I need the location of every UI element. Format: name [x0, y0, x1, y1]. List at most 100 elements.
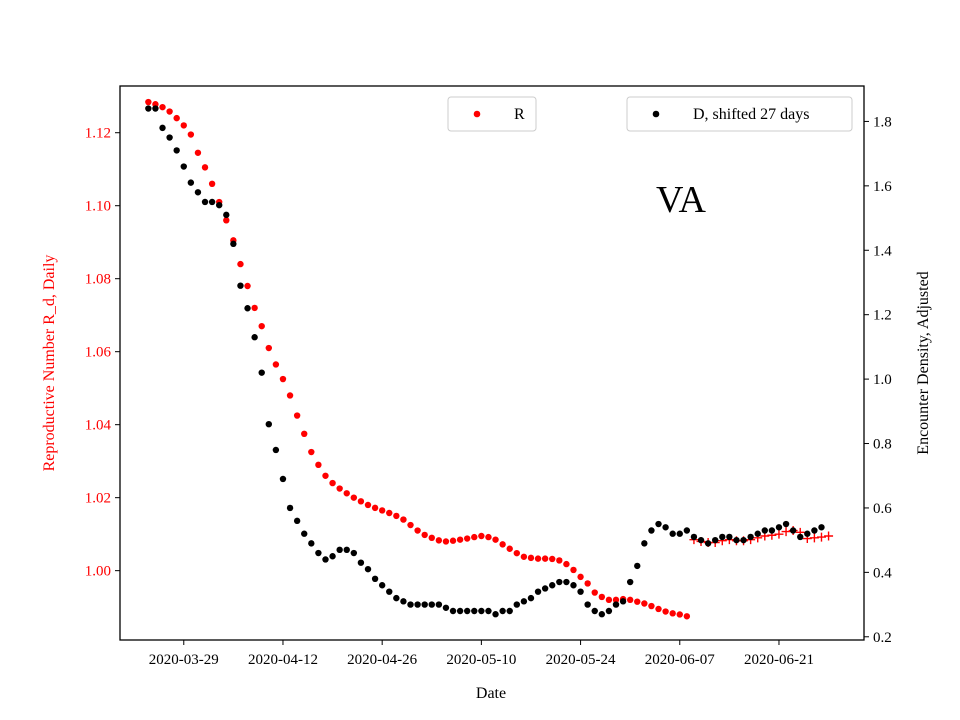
- series-r-point: [279, 375, 287, 383]
- series-d-point: [371, 575, 379, 583]
- series-d-point: [541, 585, 549, 592]
- series-r-point: [265, 344, 272, 352]
- y-right-tick-label: 0.6: [873, 501, 892, 517]
- series-d-point: [549, 582, 556, 589]
- series-r-point: [378, 507, 386, 514]
- series-r-point: [400, 516, 407, 523]
- series-r-points: [145, 98, 691, 620]
- series-d-point: [485, 607, 492, 615]
- series-d-point: [208, 198, 216, 206]
- x-tick-label: 2020-05-24: [546, 652, 616, 668]
- series-r-point: [492, 536, 499, 543]
- series-d-point: [733, 536, 740, 544]
- series-r-point: [506, 545, 513, 552]
- series-r-point: [442, 538, 450, 545]
- series-d-points: [145, 105, 825, 618]
- legend-r-label: R: [514, 106, 525, 123]
- series-d-point: [251, 334, 258, 341]
- legend-d-marker: [652, 110, 660, 118]
- series-r-projected-point: [809, 533, 819, 543]
- series-r-point: [456, 536, 464, 543]
- series-r-point: [301, 430, 308, 438]
- x-axis-ticks: 2020-03-29 2020-04-12 2020-04-26 2020-05-10…: [149, 640, 814, 668]
- series-r-point: [308, 448, 315, 456]
- state-annotation: VA: [656, 179, 707, 221]
- series-r-point: [527, 554, 535, 562]
- series-d-point: [357, 559, 365, 566]
- legend-r-marker: [473, 110, 481, 118]
- series-d-point: [789, 527, 797, 534]
- series-r-point: [464, 535, 471, 542]
- series-d-point: [435, 601, 443, 608]
- series-r-point: [626, 596, 634, 604]
- series-d-point: [818, 524, 825, 531]
- series-d-point: [145, 105, 152, 112]
- series-r-point: [485, 533, 492, 541]
- series-d-point: [336, 546, 343, 554]
- series-d-point: [456, 607, 464, 615]
- series-r-point: [315, 461, 322, 469]
- series-d-point: [619, 598, 627, 605]
- series-d-point: [513, 601, 520, 608]
- series-d-point: [804, 530, 811, 537]
- series-r-point: [570, 566, 577, 574]
- series-r-point: [407, 521, 414, 529]
- series-d-point: [187, 179, 195, 186]
- x-tick-label: 2020-05-10: [446, 652, 516, 668]
- series-d-point: [584, 601, 591, 608]
- series-r-point: [386, 509, 393, 517]
- series-d-point: [386, 588, 393, 595]
- series-r-point: [223, 217, 230, 224]
- y-left-tick-label: 1.00: [85, 564, 111, 580]
- series-d-point: [173, 147, 180, 154]
- series-d-point: [216, 201, 223, 209]
- series-r-projected-point: [824, 531, 834, 541]
- series-d-point: [442, 604, 450, 611]
- series-d-point: [464, 607, 471, 615]
- y-right-tick-label: 1.8: [873, 114, 892, 130]
- series-d-point: [194, 189, 202, 196]
- y-left-axis-label: Reproductive Number R_d, Daily: [41, 255, 58, 472]
- series-d-point: [230, 240, 237, 248]
- series-d-point: [329, 553, 336, 560]
- series-d-point: [223, 211, 230, 219]
- series-r-point: [478, 532, 485, 540]
- series-d-point: [761, 527, 768, 534]
- y-right-axis-ticks: 0.2 0.4 0.6 0.8 1.0 1.2 1.4 1.6 1.8: [864, 114, 892, 646]
- series-d-point: [782, 520, 790, 528]
- series-d-point: [152, 105, 159, 112]
- series-r-point: [598, 593, 606, 601]
- series-r-projected-point: [774, 529, 784, 539]
- series-d-point: [775, 524, 783, 531]
- series-d-point: [506, 607, 513, 615]
- series-r-point: [435, 537, 443, 544]
- series-d-point: [591, 607, 598, 615]
- series-r-point: [329, 479, 336, 487]
- series-d-point: [712, 536, 719, 544]
- series-r-point: [655, 605, 662, 613]
- series-d-point: [577, 588, 584, 595]
- series-r-point: [194, 149, 202, 156]
- series-d-point: [293, 517, 301, 525]
- series-d-point: [556, 578, 563, 586]
- y-right-tick-label: 0.8: [873, 437, 892, 453]
- series-r-point: [272, 361, 280, 368]
- series-r-projected-point: [816, 532, 826, 542]
- series-d-point: [343, 546, 350, 554]
- series-d-point: [315, 549, 322, 557]
- series-d-point: [393, 594, 400, 602]
- series-d-point: [754, 530, 761, 537]
- series-r-point: [662, 608, 669, 615]
- series-r-point: [357, 498, 365, 505]
- series-d-point: [237, 282, 244, 289]
- y-left-axis-ticks: 1.00 1.02 1.04 1.06 1.08 1.10 1.12: [85, 126, 120, 580]
- x-axis-label: Date: [476, 685, 506, 702]
- y-left-tick-label: 1.04: [85, 418, 112, 434]
- series-r-point: [336, 485, 343, 492]
- series-r-projected-point: [781, 527, 791, 537]
- plot-frame: [119, 85, 865, 641]
- series-r-point: [605, 596, 613, 604]
- series-d-point: [605, 607, 613, 615]
- series-r-point: [591, 589, 598, 596]
- series-d-point: [563, 578, 570, 586]
